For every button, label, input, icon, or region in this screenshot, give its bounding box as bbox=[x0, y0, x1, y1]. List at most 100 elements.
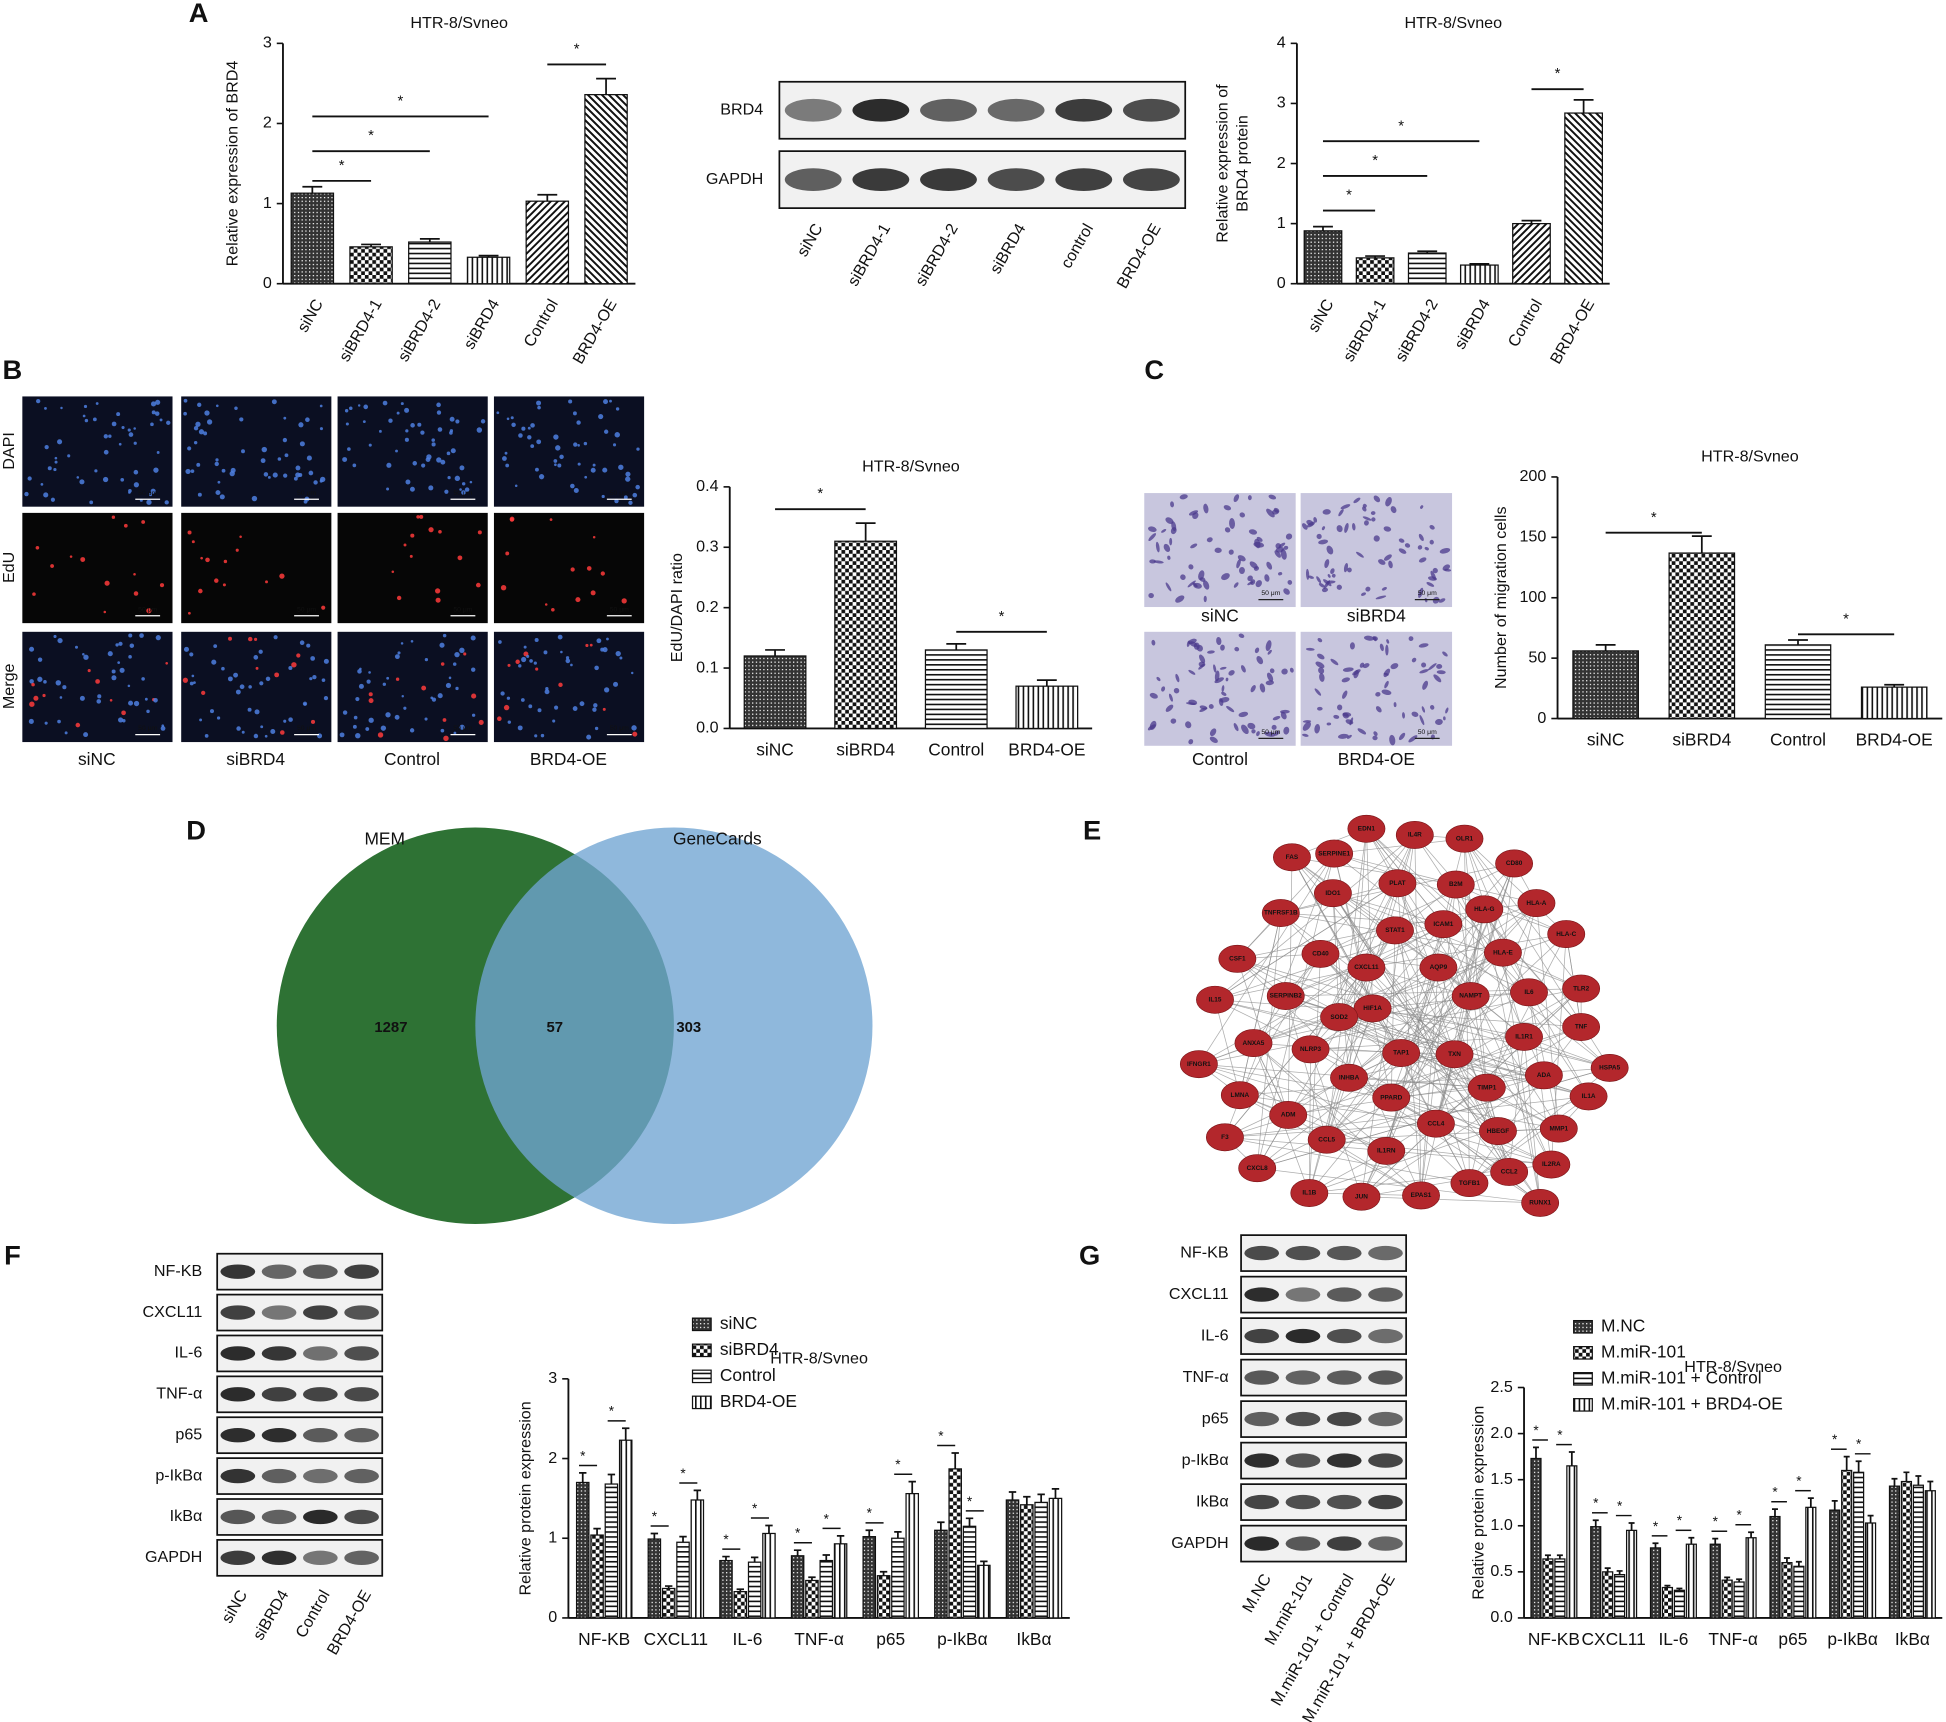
cell bbox=[631, 725, 637, 731]
cell bbox=[1342, 690, 1348, 699]
error-bar bbox=[1891, 1477, 1898, 1487]
cell bbox=[410, 639, 414, 643]
network-edge bbox=[1224, 1136, 1470, 1184]
micrograph-label: Control bbox=[1192, 749, 1248, 769]
cell bbox=[565, 656, 570, 660]
cell bbox=[1203, 503, 1209, 514]
micrograph-column-label: Control bbox=[384, 749, 440, 769]
cell bbox=[435, 597, 441, 603]
network-node-label: HIF1A bbox=[1363, 1005, 1382, 1012]
cell bbox=[1175, 595, 1185, 603]
network-edge bbox=[1310, 1048, 1437, 1124]
blot-row-label: CXCL11 bbox=[1169, 1285, 1229, 1303]
cell bbox=[625, 476, 631, 482]
error-bar bbox=[1795, 1560, 1802, 1567]
cell bbox=[1390, 663, 1399, 670]
cell bbox=[576, 420, 581, 425]
cell bbox=[538, 474, 545, 480]
error-bar bbox=[736, 1588, 745, 1592]
y-tick-label: 1 bbox=[263, 194, 272, 212]
cell bbox=[80, 557, 86, 562]
cell bbox=[150, 422, 154, 427]
cell bbox=[1148, 526, 1157, 533]
network-edge bbox=[1400, 924, 1444, 1054]
error-bar bbox=[1843, 1455, 1850, 1471]
network-edge bbox=[1435, 1123, 1541, 1204]
cell bbox=[568, 399, 573, 404]
network-node bbox=[1301, 939, 1340, 968]
cell bbox=[534, 637, 539, 643]
blot-band bbox=[261, 1346, 297, 1361]
cell bbox=[526, 654, 530, 658]
bar bbox=[618, 1439, 633, 1619]
error-bar bbox=[1595, 643, 1616, 651]
cell bbox=[436, 402, 441, 408]
bar bbox=[1673, 1589, 1685, 1619]
significance-label: * bbox=[368, 128, 374, 144]
cell bbox=[107, 651, 113, 657]
network-edge bbox=[1288, 995, 1471, 1116]
cell bbox=[1302, 721, 1312, 731]
blot-band bbox=[1326, 1287, 1362, 1302]
cell bbox=[464, 487, 470, 492]
cell bbox=[299, 640, 305, 645]
cell bbox=[1314, 688, 1322, 696]
bar bbox=[1649, 1547, 1662, 1619]
cell bbox=[160, 726, 166, 731]
cell bbox=[123, 523, 128, 528]
cell bbox=[534, 734, 538, 738]
bar bbox=[575, 1481, 590, 1619]
error-bar bbox=[1521, 219, 1542, 224]
x-tick-label: BRD4-OE bbox=[569, 296, 621, 367]
cell bbox=[396, 411, 400, 415]
cell bbox=[506, 417, 510, 421]
cell bbox=[1287, 579, 1293, 585]
cell bbox=[1373, 535, 1380, 542]
cell bbox=[363, 404, 369, 410]
cell bbox=[189, 681, 194, 686]
blot-band bbox=[303, 1509, 338, 1525]
blot-band bbox=[344, 1305, 379, 1320]
cell bbox=[1330, 658, 1339, 666]
cell bbox=[357, 669, 362, 674]
y-tick-label: 1 bbox=[548, 1528, 557, 1546]
cell bbox=[209, 709, 215, 714]
cell bbox=[1264, 731, 1276, 737]
blot-band bbox=[344, 1346, 379, 1361]
network-node bbox=[1220, 1081, 1259, 1110]
blot-band bbox=[220, 1346, 256, 1361]
cell bbox=[471, 667, 476, 672]
cell bbox=[536, 400, 542, 406]
cell bbox=[253, 733, 259, 739]
cell bbox=[150, 488, 156, 494]
cell bbox=[79, 479, 85, 485]
cell bbox=[463, 652, 467, 656]
cell bbox=[260, 458, 266, 464]
cell bbox=[103, 610, 107, 614]
significance-label: * bbox=[867, 1506, 873, 1521]
bar bbox=[733, 1591, 748, 1619]
x-tick-label: p-IkBα bbox=[1827, 1629, 1878, 1649]
cell bbox=[155, 635, 161, 641]
bar bbox=[290, 192, 335, 285]
cell bbox=[590, 467, 596, 473]
cell bbox=[461, 490, 466, 495]
network-node bbox=[1206, 1123, 1244, 1152]
bar bbox=[1614, 1573, 1626, 1619]
x-tick-label: siNC bbox=[1305, 296, 1338, 336]
cell bbox=[437, 427, 443, 432]
blot-row-label: GAPDH bbox=[706, 170, 763, 188]
panel-label: G bbox=[1079, 1240, 1100, 1271]
cell bbox=[283, 416, 287, 420]
cell bbox=[1428, 663, 1437, 671]
error-bar bbox=[1736, 1578, 1743, 1582]
cell bbox=[1357, 728, 1367, 735]
network-edge bbox=[1464, 838, 1525, 1038]
cell bbox=[1388, 560, 1393, 569]
cell bbox=[449, 429, 454, 433]
significance-label: * bbox=[1346, 188, 1352, 204]
cell bbox=[205, 557, 210, 563]
error-bar bbox=[1037, 1493, 1045, 1503]
cell bbox=[1418, 533, 1424, 542]
cell bbox=[321, 605, 326, 610]
